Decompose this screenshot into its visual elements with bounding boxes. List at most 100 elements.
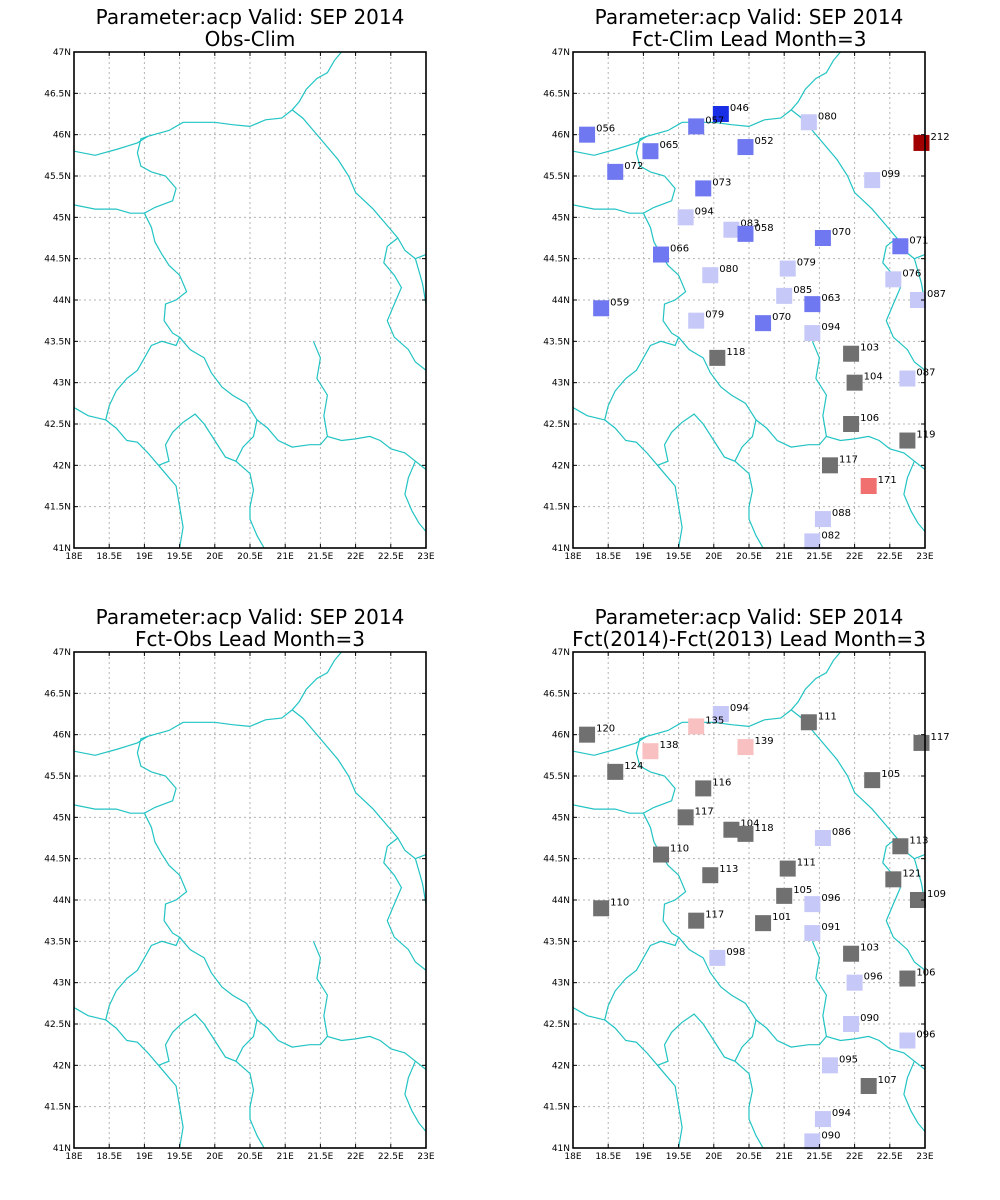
lon-tick-label: 19.5E (666, 1152, 692, 1162)
lat-tick-label: 46.5N (44, 89, 71, 99)
lon-tick-label: 20.5E (736, 1152, 762, 1162)
station-square (755, 915, 772, 932)
station-square (846, 374, 863, 391)
station-square (779, 260, 796, 277)
border-line (755, 1019, 925, 1070)
station-value-label: 080 (818, 111, 837, 122)
station-value-label: 098 (726, 947, 745, 958)
lat-tick-label: 42.5N (44, 420, 71, 430)
border-line (74, 812, 188, 1021)
lat-tick-label: 44.5N (44, 255, 71, 265)
lat-tick-label: 45.5N (543, 772, 570, 782)
station-square (702, 267, 719, 284)
station-value-label: 111 (818, 711, 837, 722)
station-value-label: 117 (839, 454, 858, 465)
station-value-label: 073 (712, 177, 731, 188)
lon-tick-label: 21E (277, 552, 294, 562)
lat-tick-label: 43.5N (543, 937, 570, 947)
lat-tick-label: 41.5N (543, 503, 570, 513)
lon-tick-label: 19.5E (167, 1152, 193, 1162)
station-square (800, 114, 817, 131)
station-value-label: 109 (927, 889, 946, 900)
lon-tick-label: 21.5E (308, 552, 334, 562)
station-square (864, 772, 881, 789)
lon-tick-label: 21E (776, 1152, 793, 1162)
station-square (821, 1057, 838, 1074)
station-value-label: 058 (754, 223, 773, 234)
station-square (899, 432, 916, 449)
station-square (755, 315, 772, 332)
lat-tick-label: 43N (552, 379, 570, 389)
station-value-label: 101 (772, 912, 791, 923)
lon-tick-label: 19.5E (666, 552, 692, 562)
lat-tick-label: 47N (552, 648, 570, 658)
lon-tick-label: 22E (347, 552, 364, 562)
station-value-label: 117 (705, 910, 724, 921)
station-value-label: 079 (705, 310, 724, 321)
lat-tick-label: 47N (552, 48, 570, 58)
lat-tick-label: 46N (53, 731, 71, 741)
lat-tick-label: 45.5N (44, 172, 71, 182)
station-value-label: 110 (670, 844, 689, 855)
station-square (804, 533, 821, 550)
station-value-label: 106 (860, 413, 879, 424)
border-line (882, 837, 925, 971)
station-square (607, 763, 624, 780)
border-line (235, 1060, 265, 1148)
station-value-label: 111 (797, 858, 816, 869)
border-line (811, 341, 828, 437)
lon-tick-label: 22.5E (877, 552, 903, 562)
station-square (814, 1111, 831, 1128)
lon-tick-label: 18E (564, 1152, 581, 1162)
lat-tick-label: 41N (53, 1144, 71, 1154)
lat-tick-label: 44.5N (543, 255, 570, 265)
map-area (573, 652, 925, 1148)
station-square (843, 1016, 860, 1032)
border-line (657, 336, 757, 466)
station-square (723, 821, 740, 838)
lon-tick-label: 22.5E (877, 1152, 903, 1162)
lat-tick-label: 42N (53, 461, 71, 471)
lon-tick-label: 20.5E (237, 1152, 263, 1162)
station-square (843, 345, 860, 362)
station-value-label: 070 (832, 227, 851, 238)
station-square (712, 706, 729, 722)
lon-tick-label: 20E (206, 552, 223, 562)
station-square (860, 478, 877, 494)
station-square (702, 867, 719, 884)
border-line (903, 1060, 925, 1132)
station-value-label: 103 (860, 943, 879, 954)
station-square (688, 718, 705, 735)
lat-tick-label: 43N (53, 979, 71, 989)
station-square (737, 825, 754, 842)
lat-tick-label: 41.5N (543, 1103, 570, 1113)
lat-tick-label: 42.5N (44, 1020, 71, 1030)
station-value-label: 104 (740, 819, 759, 830)
axis-ticks: 18E 18.5E 19E 19.5E 20E 20.5E 21E 21.5E 22E 22.5E… (44, 648, 435, 1162)
station-value-label: 113 (719, 864, 738, 875)
lon-tick-label: 21.5E (807, 552, 833, 562)
station-value-label: 096 (821, 893, 840, 904)
lon-tick-label: 22E (846, 1152, 863, 1162)
lat-tick-label: 45N (53, 813, 71, 823)
station-value-label: 086 (832, 827, 851, 838)
station-value-label: 117 (695, 806, 714, 817)
station-square (843, 945, 860, 962)
panel-title-line2: Fct-Obs Lead Month=3 (135, 627, 365, 651)
lat-tick-label: 45N (53, 213, 71, 223)
border-line (404, 1060, 426, 1132)
lon-tick-label: 21.5E (807, 1152, 833, 1162)
lon-tick-label: 20E (705, 1152, 722, 1162)
lon-tick-label: 20E (705, 552, 722, 562)
station-value-label: 095 (839, 1054, 858, 1065)
lon-tick-label: 18E (65, 1152, 82, 1162)
panel-title-line2: Fct(2014)-Fct(2013) Lead Month=3 (572, 627, 926, 651)
border-line (256, 1019, 426, 1070)
border-line (811, 941, 828, 1037)
lat-tick-label: 44.5N (543, 855, 570, 865)
station-square (593, 300, 610, 317)
station-value-label: 091 (821, 922, 840, 933)
lat-tick-label: 44N (552, 296, 570, 306)
lon-tick-label: 22.5E (378, 552, 404, 562)
